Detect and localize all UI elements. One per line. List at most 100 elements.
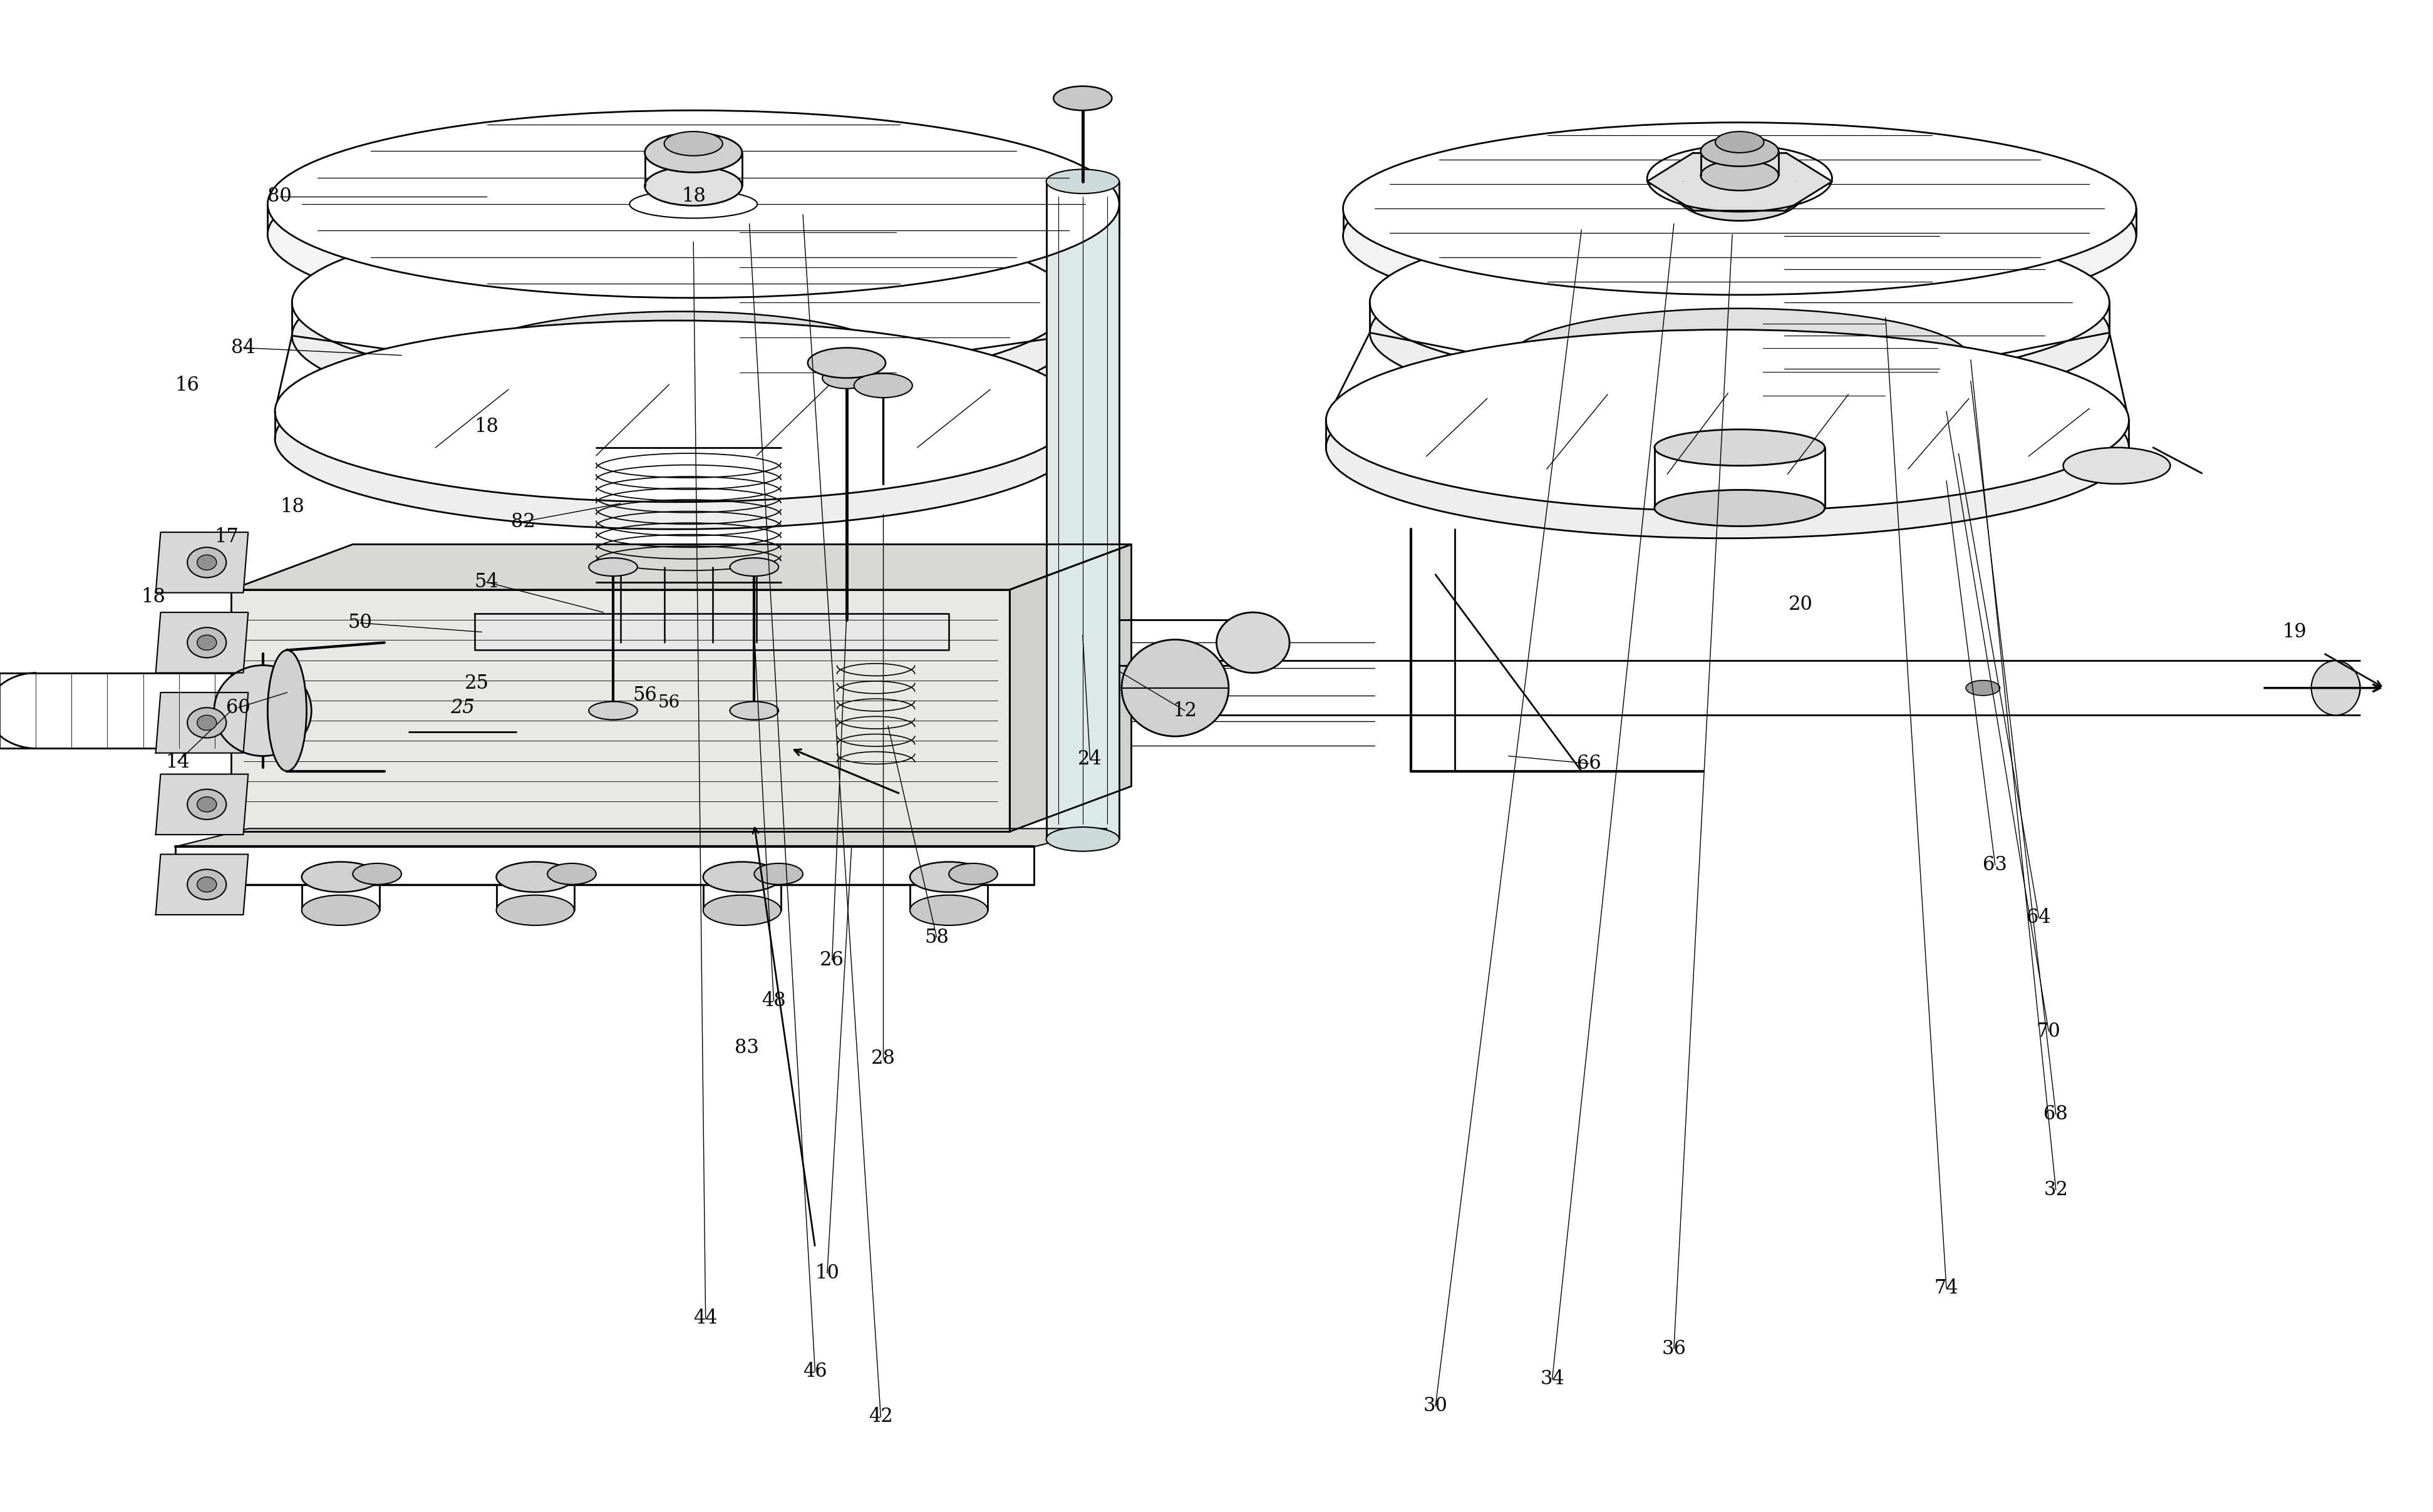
Ellipse shape: [910, 862, 988, 892]
Ellipse shape: [496, 862, 574, 892]
Ellipse shape: [197, 877, 217, 892]
Text: 18: 18: [141, 588, 165, 606]
Polygon shape: [231, 590, 1010, 832]
Ellipse shape: [703, 895, 781, 925]
Ellipse shape: [268, 650, 307, 771]
Ellipse shape: [547, 863, 596, 885]
Text: 14: 14: [165, 753, 190, 771]
Ellipse shape: [1326, 357, 2129, 538]
Text: 84: 84: [231, 339, 255, 357]
Ellipse shape: [275, 348, 1078, 529]
Ellipse shape: [275, 321, 1078, 502]
Text: 66: 66: [1577, 754, 1601, 773]
Ellipse shape: [187, 547, 226, 578]
Ellipse shape: [187, 869, 226, 900]
Polygon shape: [1647, 153, 1740, 181]
Ellipse shape: [268, 110, 1119, 298]
Ellipse shape: [1326, 330, 2129, 511]
Text: 48: 48: [762, 992, 786, 1010]
Ellipse shape: [292, 215, 1071, 390]
Polygon shape: [156, 532, 248, 593]
Text: 54: 54: [474, 573, 499, 591]
Ellipse shape: [1343, 122, 2136, 295]
Ellipse shape: [589, 702, 637, 720]
Ellipse shape: [1966, 680, 2000, 696]
Ellipse shape: [1053, 86, 1112, 110]
Text: 16: 16: [175, 376, 200, 395]
Text: 46: 46: [803, 1362, 827, 1380]
Ellipse shape: [2311, 661, 2360, 715]
Ellipse shape: [645, 133, 742, 172]
Text: 26: 26: [820, 951, 844, 969]
Ellipse shape: [1715, 132, 1764, 153]
Polygon shape: [1740, 153, 1832, 181]
Text: 60: 60: [226, 699, 251, 717]
Ellipse shape: [197, 635, 217, 650]
Text: 19: 19: [2282, 623, 2306, 641]
Ellipse shape: [292, 248, 1071, 423]
Text: 82: 82: [511, 513, 535, 531]
Polygon shape: [474, 614, 949, 650]
Ellipse shape: [1701, 136, 1779, 166]
Text: 44: 44: [693, 1309, 718, 1328]
Text: 12: 12: [1173, 702, 1197, 720]
Polygon shape: [1693, 181, 1786, 210]
Ellipse shape: [1654, 429, 1825, 466]
Text: 42: 42: [869, 1408, 893, 1426]
Ellipse shape: [910, 895, 988, 925]
Text: 20: 20: [1788, 596, 1813, 614]
Text: 68: 68: [2044, 1105, 2068, 1123]
Ellipse shape: [496, 895, 574, 925]
Polygon shape: [1647, 181, 1740, 210]
Ellipse shape: [1508, 308, 1971, 411]
Polygon shape: [175, 829, 1107, 847]
Ellipse shape: [353, 863, 401, 885]
Ellipse shape: [1122, 640, 1229, 736]
Text: 50: 50: [348, 614, 372, 632]
Ellipse shape: [754, 863, 803, 885]
Text: 74: 74: [1934, 1279, 1959, 1297]
Text: 56: 56: [657, 694, 681, 712]
Text: 34: 34: [1540, 1370, 1564, 1388]
Ellipse shape: [808, 348, 886, 378]
Ellipse shape: [703, 862, 781, 892]
Ellipse shape: [630, 191, 757, 218]
Text: 25: 25: [450, 699, 474, 717]
Text: 28: 28: [871, 1049, 895, 1067]
Ellipse shape: [302, 862, 380, 892]
Polygon shape: [156, 612, 248, 673]
Text: 32: 32: [2044, 1181, 2068, 1199]
Text: 58: 58: [925, 928, 949, 947]
Text: 36: 36: [1662, 1340, 1686, 1358]
Ellipse shape: [1046, 169, 1119, 194]
Ellipse shape: [302, 895, 380, 925]
Polygon shape: [1740, 181, 1832, 210]
Text: 25: 25: [465, 674, 489, 692]
Text: 80: 80: [268, 187, 292, 206]
Text: 18: 18: [474, 417, 499, 435]
Text: 70: 70: [2036, 1022, 2061, 1040]
Ellipse shape: [1370, 249, 2109, 416]
Polygon shape: [231, 544, 1131, 590]
Text: 83: 83: [735, 1039, 759, 1057]
Text: 17: 17: [214, 528, 238, 546]
Polygon shape: [1046, 181, 1119, 839]
Text: 10: 10: [815, 1264, 839, 1282]
Ellipse shape: [589, 558, 637, 576]
Ellipse shape: [1701, 160, 1779, 191]
Ellipse shape: [1676, 166, 1803, 221]
Ellipse shape: [1046, 827, 1119, 851]
Ellipse shape: [187, 789, 226, 820]
Polygon shape: [156, 854, 248, 915]
Ellipse shape: [730, 558, 779, 576]
Ellipse shape: [197, 555, 217, 570]
Ellipse shape: [187, 627, 226, 658]
Text: 63: 63: [1983, 856, 2007, 874]
Ellipse shape: [730, 702, 779, 720]
Ellipse shape: [197, 715, 217, 730]
Polygon shape: [1693, 153, 1786, 181]
Ellipse shape: [854, 373, 912, 398]
Text: 18: 18: [280, 497, 304, 516]
Text: 18: 18: [681, 187, 706, 206]
Ellipse shape: [949, 863, 998, 885]
